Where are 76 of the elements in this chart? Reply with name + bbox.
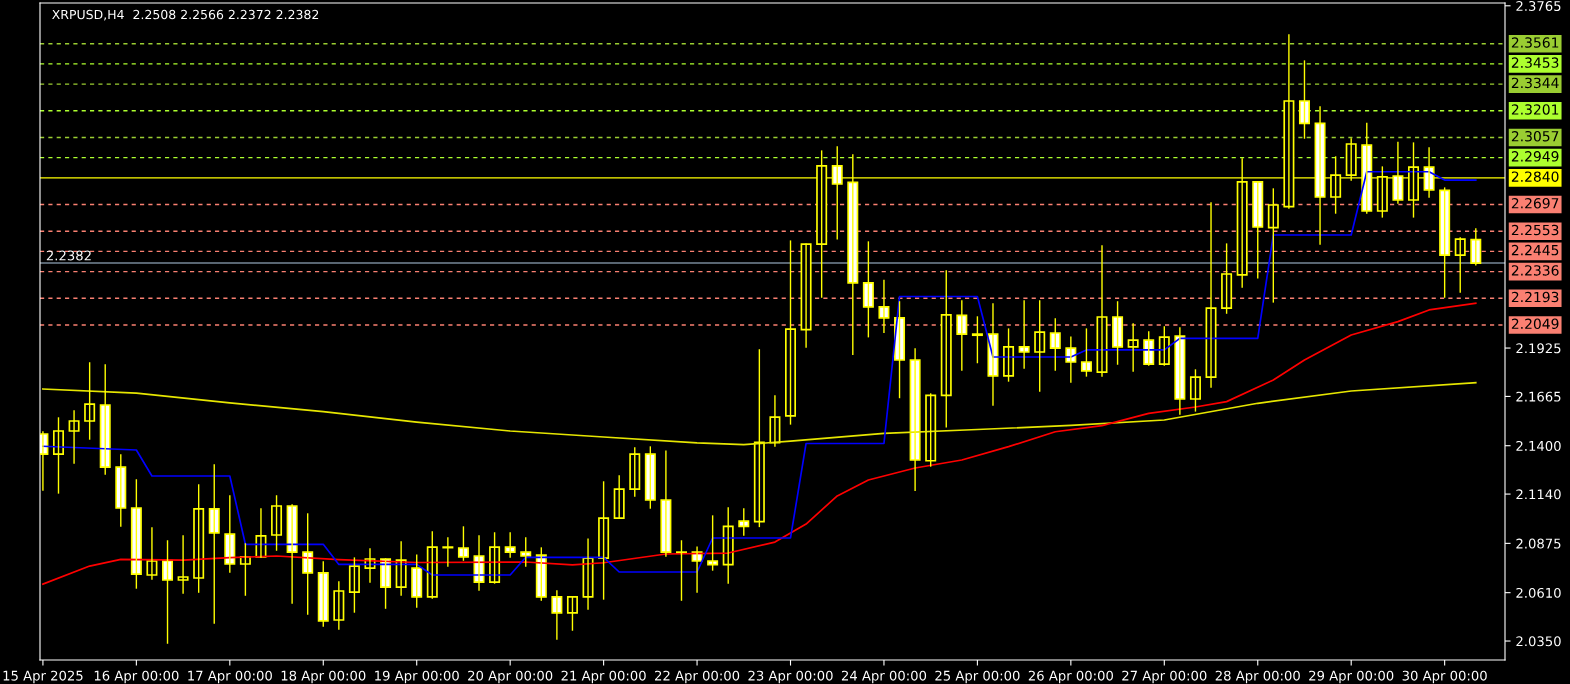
candlestick xyxy=(1189,369,1201,412)
x-tick-label: 26 Apr 00:00 xyxy=(1028,670,1113,684)
x-tick-label: 29 Apr 00:00 xyxy=(1309,670,1394,684)
ref-line-label: 2.3201 xyxy=(1511,104,1559,115)
candlestick xyxy=(271,495,283,551)
candlestick xyxy=(1221,243,1233,314)
y-tick-label: 2.0875 xyxy=(1516,538,1561,549)
y-tick-label: 2.1925 xyxy=(1516,343,1561,354)
x-tick-label: 28 Apr 00:00 xyxy=(1215,670,1300,684)
y-tick-label: 2.3765 xyxy=(1516,1,1561,11)
candlestick xyxy=(566,596,578,631)
x-tick-label: 19 Apr 00:00 xyxy=(375,670,459,684)
x-tick-label: 24 Apr 00:00 xyxy=(841,670,927,684)
ref-line-label: 2.3344 xyxy=(1511,77,1559,89)
x-tick-label: 16 Apr 00:00 xyxy=(94,670,179,684)
candlestick xyxy=(862,241,874,338)
candlestick xyxy=(1049,318,1061,371)
candlestick xyxy=(317,561,329,627)
line-series xyxy=(42,381,1477,446)
candlestick xyxy=(457,526,469,561)
x-tick-label: 25 Apr 00:00 xyxy=(935,670,1020,684)
candlestick xyxy=(629,447,641,497)
x-tick-label: 15 Apr 2025 xyxy=(3,670,83,684)
candlestick xyxy=(1252,181,1264,279)
ref-line-label: 2.2336 xyxy=(1511,265,1559,276)
candlestick xyxy=(411,554,423,608)
ref-line-label: 2.2382 xyxy=(46,250,91,261)
candlestick xyxy=(1112,301,1124,365)
candlestick xyxy=(1080,328,1092,377)
x-tick-label: 30 Apr 00:00 xyxy=(1402,670,1487,684)
candlestick xyxy=(1470,228,1482,266)
x-tick-label: 17 Apr 00:00 xyxy=(188,670,272,684)
y-tick-label: 2.0350 xyxy=(1516,636,1561,647)
ref-line-label: 2.2840 xyxy=(1511,171,1559,182)
candlestick xyxy=(130,479,142,589)
candlestick xyxy=(520,537,532,567)
y-tick-label: 2.0610 xyxy=(1516,587,1561,598)
candlestick xyxy=(84,362,96,440)
x-tick-label: 23 Apr 00:00 xyxy=(748,670,833,684)
candlestick xyxy=(971,316,983,364)
y-tick-label: 2.1400 xyxy=(1516,440,1561,451)
ref-line-label: 2.3057 xyxy=(1511,131,1559,142)
chart-title: XRPUSD,H4 2.2508 2.2566 2.2372 2.2382 xyxy=(52,9,319,21)
candlestick xyxy=(348,557,360,613)
candlestick xyxy=(785,240,797,425)
ref-line-label: 2.2193 xyxy=(1511,291,1559,303)
ref-line-label: 2.2445 xyxy=(1511,244,1559,256)
line-series xyxy=(42,302,1477,585)
x-tick-label: 27 Apr 00:00 xyxy=(1122,670,1207,684)
candlestick xyxy=(644,446,656,509)
ref-line-label: 2.3453 xyxy=(1511,57,1559,68)
candlestick xyxy=(1298,60,1310,139)
line-series xyxy=(42,170,1477,576)
x-tick-label: 20 Apr 00:00 xyxy=(468,670,553,684)
ref-line-label: 2.3561 xyxy=(1511,37,1559,48)
x-tick-label: 18 Apr 00:00 xyxy=(281,670,366,684)
candlestick xyxy=(707,515,719,571)
candlestick xyxy=(1439,187,1451,298)
ref-line-label: 2.2553 xyxy=(1511,224,1559,236)
x-tick-label: 22 Apr 00:00 xyxy=(655,670,740,684)
candlestick xyxy=(193,484,205,593)
x-tick-label: 21 Apr 00:00 xyxy=(561,670,646,684)
ref-line-label: 2.2697 xyxy=(1511,197,1559,209)
y-tick-label: 2.1665 xyxy=(1516,391,1561,402)
candlestick xyxy=(177,535,189,594)
candlestick xyxy=(1267,188,1279,303)
candlestick xyxy=(115,454,127,527)
candlestick xyxy=(1034,300,1046,392)
candlestick xyxy=(208,464,220,624)
ref-line-label: 2.2949 xyxy=(1511,151,1559,162)
candlestick xyxy=(940,270,952,428)
y-tick-label: 2.1140 xyxy=(1516,489,1561,500)
ref-line-label: 2.2049 xyxy=(1511,318,1559,330)
candlestick xyxy=(1454,237,1466,293)
candlestick xyxy=(738,508,750,536)
candlestick xyxy=(925,393,937,467)
